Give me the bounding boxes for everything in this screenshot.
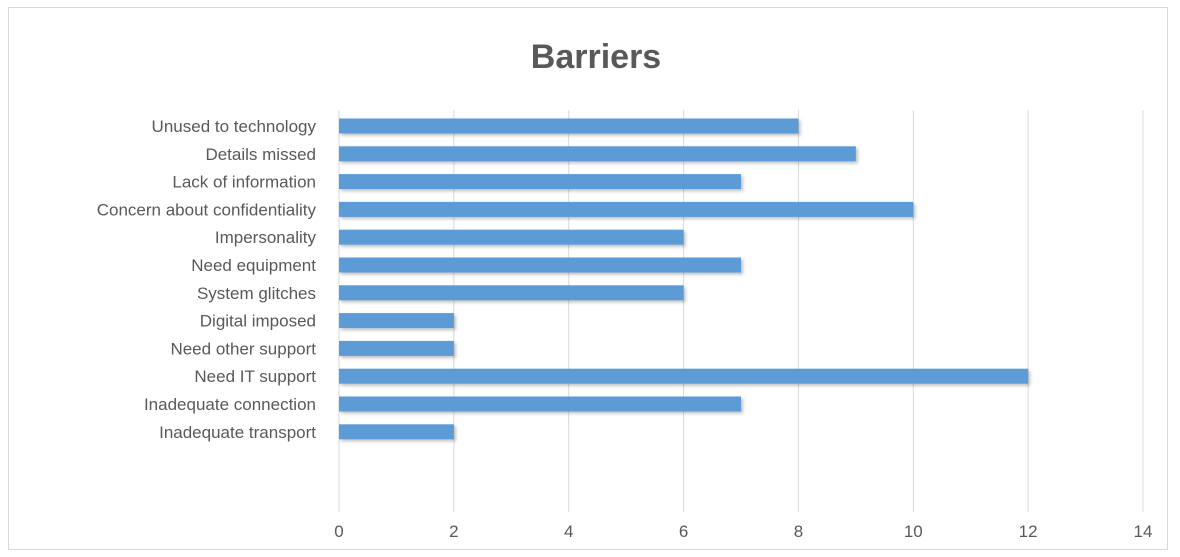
bar-need-other-support [339,340,454,356]
bar-unused-to-technology [339,118,799,134]
x-tick-label: 8 [794,522,803,541]
category-labels: Unused to technology Details missed Lack o… [97,117,317,442]
category-label: Details missed [205,145,316,164]
bars [339,118,1029,440]
x-tick-label: 6 [679,522,688,541]
bar-need-it-support [339,368,1029,384]
x-tick-label: 4 [564,522,573,541]
x-tick-label: 12 [1019,522,1038,541]
category-label: Lack of information [172,173,316,192]
category-label: Inadequate connection [144,395,316,414]
bar-details-missed [339,146,856,162]
gridlines [338,110,1144,512]
x-tick-labels: 0 2 4 6 8 10 12 14 [334,522,1152,541]
bar-inadequate-transport [339,424,454,440]
bar-inadequate-connection [339,396,741,412]
category-label: Need other support [170,339,316,358]
bar-lack-of-information [339,174,741,190]
bar-system-glitches [339,285,684,301]
bar-need-equipment [339,257,741,273]
bar-concern-about-confidentiality [339,201,914,217]
x-tick-label: 0 [334,522,343,541]
category-label: Inadequate transport [159,423,316,442]
x-tick-label: 14 [1134,522,1153,541]
category-label: Concern about confidentiality [97,200,317,219]
category-label: Need equipment [191,256,316,275]
x-tick-label: 2 [449,522,458,541]
x-tick-label: 10 [904,522,923,541]
bar-digital-imposed [339,313,454,329]
category-label: Unused to technology [152,117,317,136]
category-label: Need IT support [194,367,316,386]
bar-impersonality [339,229,684,245]
category-label: System glitches [197,284,316,303]
chart-frame [8,7,1168,550]
chart-title: Barriers [531,38,661,76]
category-label: Digital imposed [200,312,316,331]
category-label: Impersonality [215,228,317,247]
